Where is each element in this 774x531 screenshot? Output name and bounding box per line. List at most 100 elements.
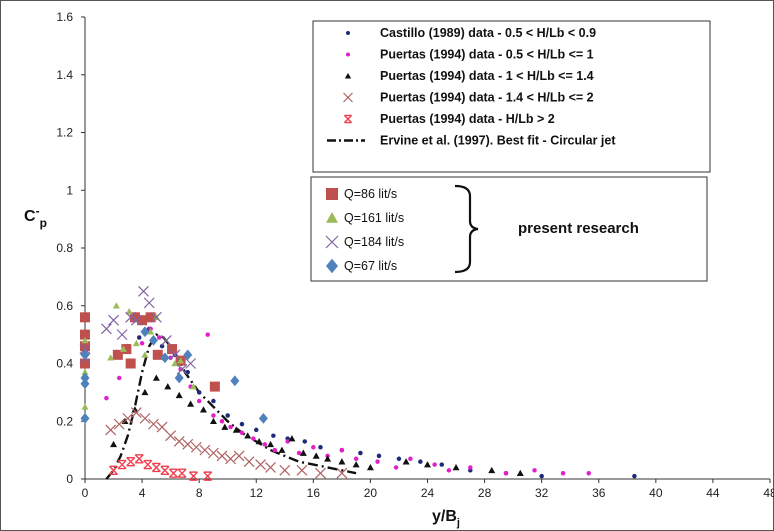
data-point bbox=[148, 418, 159, 430]
data-point bbox=[239, 430, 245, 436]
data-point bbox=[143, 459, 153, 470]
data-point bbox=[232, 426, 240, 433]
data-point bbox=[117, 375, 122, 381]
data-point bbox=[185, 358, 197, 369]
data-point bbox=[432, 462, 437, 467]
data-point bbox=[125, 358, 136, 369]
data-point bbox=[81, 336, 89, 344]
data-point bbox=[80, 312, 90, 323]
legend-marker bbox=[345, 30, 351, 36]
data-point bbox=[225, 413, 230, 418]
series-2 bbox=[110, 374, 524, 477]
data-point bbox=[271, 433, 276, 438]
y-axis-ticks: 0 0.2 0.4 0.6 0.8 1 1.2 1.4 1.6 bbox=[56, 10, 85, 486]
data-point bbox=[80, 329, 90, 340]
data-point bbox=[446, 468, 452, 473]
data-point bbox=[168, 468, 178, 478]
data-point bbox=[221, 423, 229, 430]
data-point bbox=[211, 398, 216, 404]
x-axis-label-main: y/B bbox=[432, 508, 457, 525]
y-tick-label: 1 bbox=[66, 183, 73, 197]
data-point bbox=[230, 375, 240, 387]
data-point bbox=[80, 412, 90, 424]
legend-marker bbox=[326, 188, 338, 200]
legend-label: Q=184 lit/s bbox=[344, 235, 404, 249]
legend-label: Q=67 lit/s bbox=[344, 259, 397, 273]
data-point bbox=[160, 465, 170, 476]
data-point bbox=[117, 459, 127, 470]
legend-lower-entries: Q=86 lit/s Q=161 lit/s Q=184 lit/s Q=67 lit… bbox=[325, 187, 404, 274]
data-point bbox=[375, 459, 380, 464]
data-point bbox=[159, 343, 165, 349]
x-axis-label: y/Bj bbox=[432, 508, 460, 529]
y-tick-label: 0.8 bbox=[56, 241, 73, 255]
data-point bbox=[122, 412, 134, 424]
data-point bbox=[199, 406, 207, 413]
data-point bbox=[140, 326, 150, 338]
data-point bbox=[243, 456, 255, 468]
data-point bbox=[503, 470, 509, 476]
data-point bbox=[560, 470, 566, 476]
legend-label: Q=86 lit/s bbox=[344, 187, 397, 201]
data-point bbox=[129, 312, 140, 323]
legend-marker bbox=[326, 212, 338, 223]
data-point bbox=[176, 363, 188, 375]
data-point bbox=[418, 459, 423, 464]
y-tick-label: 1.4 bbox=[56, 68, 73, 82]
data-point bbox=[233, 450, 245, 462]
y-tick-label: 0.2 bbox=[56, 414, 73, 428]
data-point bbox=[80, 341, 90, 352]
data-point bbox=[121, 344, 132, 355]
data-point bbox=[211, 413, 216, 418]
y-tick-label: 1.2 bbox=[56, 126, 73, 140]
data-point bbox=[80, 378, 90, 390]
data-point bbox=[196, 398, 202, 404]
data-point bbox=[130, 314, 142, 326]
data-point bbox=[272, 447, 278, 453]
data-point bbox=[81, 368, 89, 375]
data-point bbox=[156, 335, 162, 340]
legend-label: Puertas (1994) data - 1 < H/Lb <= 1.4 bbox=[380, 69, 594, 83]
x-tick-label: 48 bbox=[763, 486, 774, 500]
x-tick-label: 24 bbox=[421, 486, 435, 500]
x-tick-label: 8 bbox=[196, 486, 203, 500]
x-tick-label: 16 bbox=[307, 486, 321, 500]
data-point bbox=[352, 461, 360, 468]
data-point bbox=[262, 442, 268, 447]
legend-marker bbox=[345, 52, 351, 57]
data-point bbox=[131, 406, 139, 413]
x-tick-label: 32 bbox=[535, 486, 549, 500]
data-point bbox=[113, 418, 125, 430]
x-tick-label: 12 bbox=[250, 486, 264, 500]
legend-marker bbox=[343, 92, 353, 103]
data-point bbox=[182, 438, 194, 450]
data-point bbox=[196, 390, 202, 395]
data-point bbox=[145, 312, 156, 323]
data-point bbox=[80, 358, 90, 369]
data-point bbox=[336, 467, 348, 479]
data-point bbox=[488, 466, 496, 474]
data-point bbox=[302, 439, 308, 444]
data-point bbox=[255, 459, 266, 470]
y-tick-label: 0 bbox=[66, 472, 73, 486]
data-point bbox=[312, 452, 320, 459]
data-point bbox=[424, 461, 431, 468]
data-point bbox=[130, 407, 142, 419]
data-point bbox=[468, 465, 473, 470]
data-point bbox=[79, 343, 91, 355]
data-point bbox=[80, 349, 90, 361]
data-point bbox=[258, 412, 268, 424]
y-axis-label: C-p bbox=[24, 204, 47, 230]
data-point bbox=[244, 432, 252, 439]
data-point bbox=[208, 447, 219, 459]
data-point bbox=[125, 311, 137, 323]
legend-marker bbox=[325, 235, 339, 249]
data-point bbox=[216, 450, 228, 462]
data-point bbox=[632, 473, 637, 479]
data-point bbox=[183, 349, 193, 361]
data-point bbox=[586, 470, 592, 476]
data-point bbox=[126, 456, 136, 467]
data-point bbox=[439, 462, 445, 467]
data-point bbox=[324, 455, 332, 462]
series-1 bbox=[104, 326, 592, 476]
